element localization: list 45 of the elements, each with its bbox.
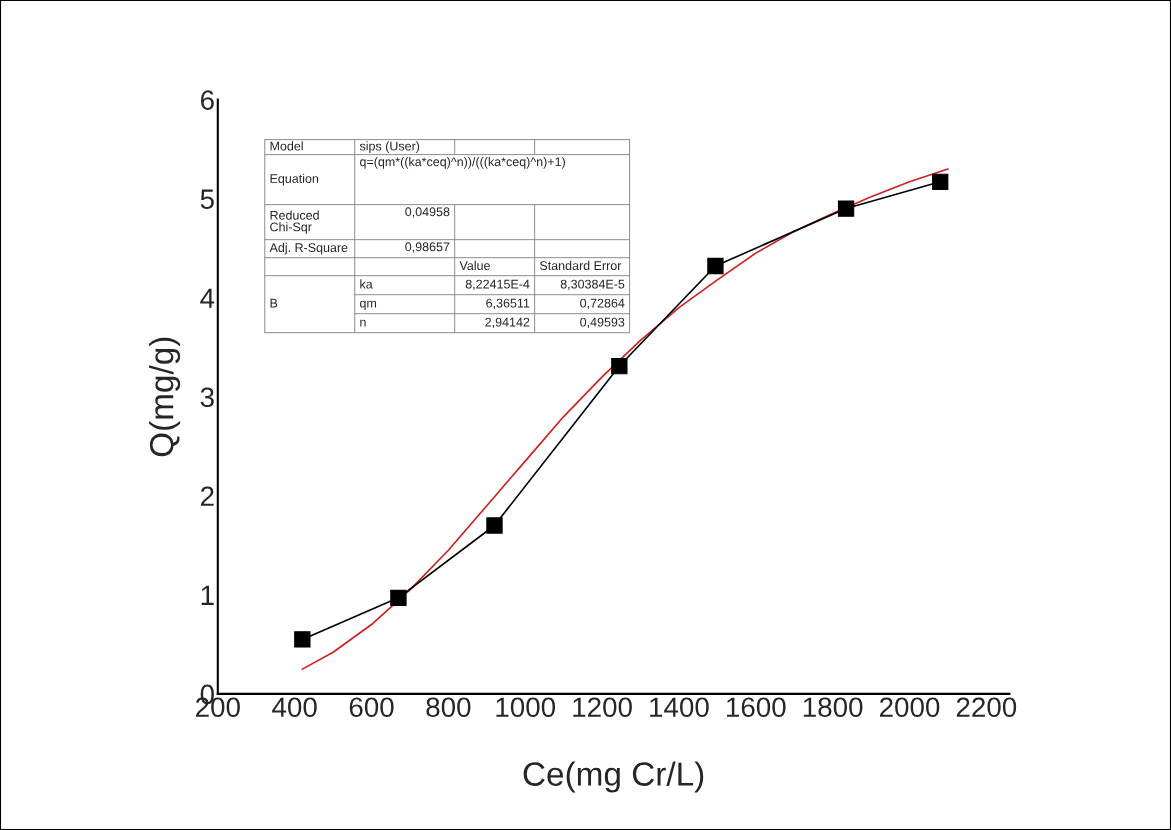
x-tick-label: 1000 — [496, 697, 556, 718]
annotation: Standard Error — [539, 260, 622, 271]
point — [707, 257, 724, 275]
annotation: 0,04958 — [405, 207, 450, 218]
y-tick-label: 4 — [200, 288, 215, 308]
point — [294, 631, 311, 648]
point — [837, 200, 855, 217]
x-tick-label: 400 — [272, 697, 317, 718]
annotation: 8,30384E-5 — [560, 279, 625, 291]
y-tick-label: 6 — [200, 90, 214, 110]
x-tick-label: 1400 — [650, 697, 709, 718]
annotation: n — [360, 319, 366, 327]
point — [390, 589, 407, 606]
x-tick-label: 2200 — [956, 697, 1017, 718]
x-tick-label: 600 — [349, 697, 394, 718]
annotation: 0,49593 — [580, 317, 625, 329]
point — [486, 517, 503, 534]
annotation: B — [270, 298, 278, 308]
annotation: 2,94142 — [485, 317, 530, 329]
annotation: 8,22415E-4 — [465, 279, 530, 291]
x-tick-label: 1800 — [803, 697, 863, 718]
point — [932, 173, 949, 190]
annotation: Reduced Chi-Sqr — [270, 210, 319, 234]
x-tick-label: 1600 — [727, 697, 786, 718]
x-axis-title: Ce(mg Cr/L) — [523, 761, 704, 793]
annotation: qm — [360, 300, 377, 311]
x-tick-label: 1200 — [573, 697, 632, 718]
annotation: sips (User) — [359, 141, 420, 153]
y-axis-title: Q(mg/g) — [149, 337, 181, 457]
annotation: 0,72864 — [580, 298, 625, 310]
annotation: q=(qm*((ka*ceq)^n))/(((ka*ceq)^n)+1) — [360, 157, 565, 169]
x-tick-label: 800 — [426, 697, 471, 718]
x-tick-label: 2000 — [880, 697, 940, 718]
annotation: 0,98657 — [405, 242, 450, 253]
point — [611, 357, 628, 375]
y-tick-label: 1 — [201, 585, 214, 605]
y-tick-label: 2 — [200, 486, 214, 506]
annotation: ka — [360, 279, 373, 289]
y-tick-label: 5 — [200, 189, 214, 209]
annotation: Model — [270, 141, 303, 151]
annotation: 6,36511 — [486, 298, 530, 310]
y-tick-label: 3 — [200, 387, 214, 408]
annotation: Equation — [270, 173, 319, 186]
annotation: Value — [459, 260, 490, 271]
annotation: Adj. R-Square — [269, 242, 348, 255]
